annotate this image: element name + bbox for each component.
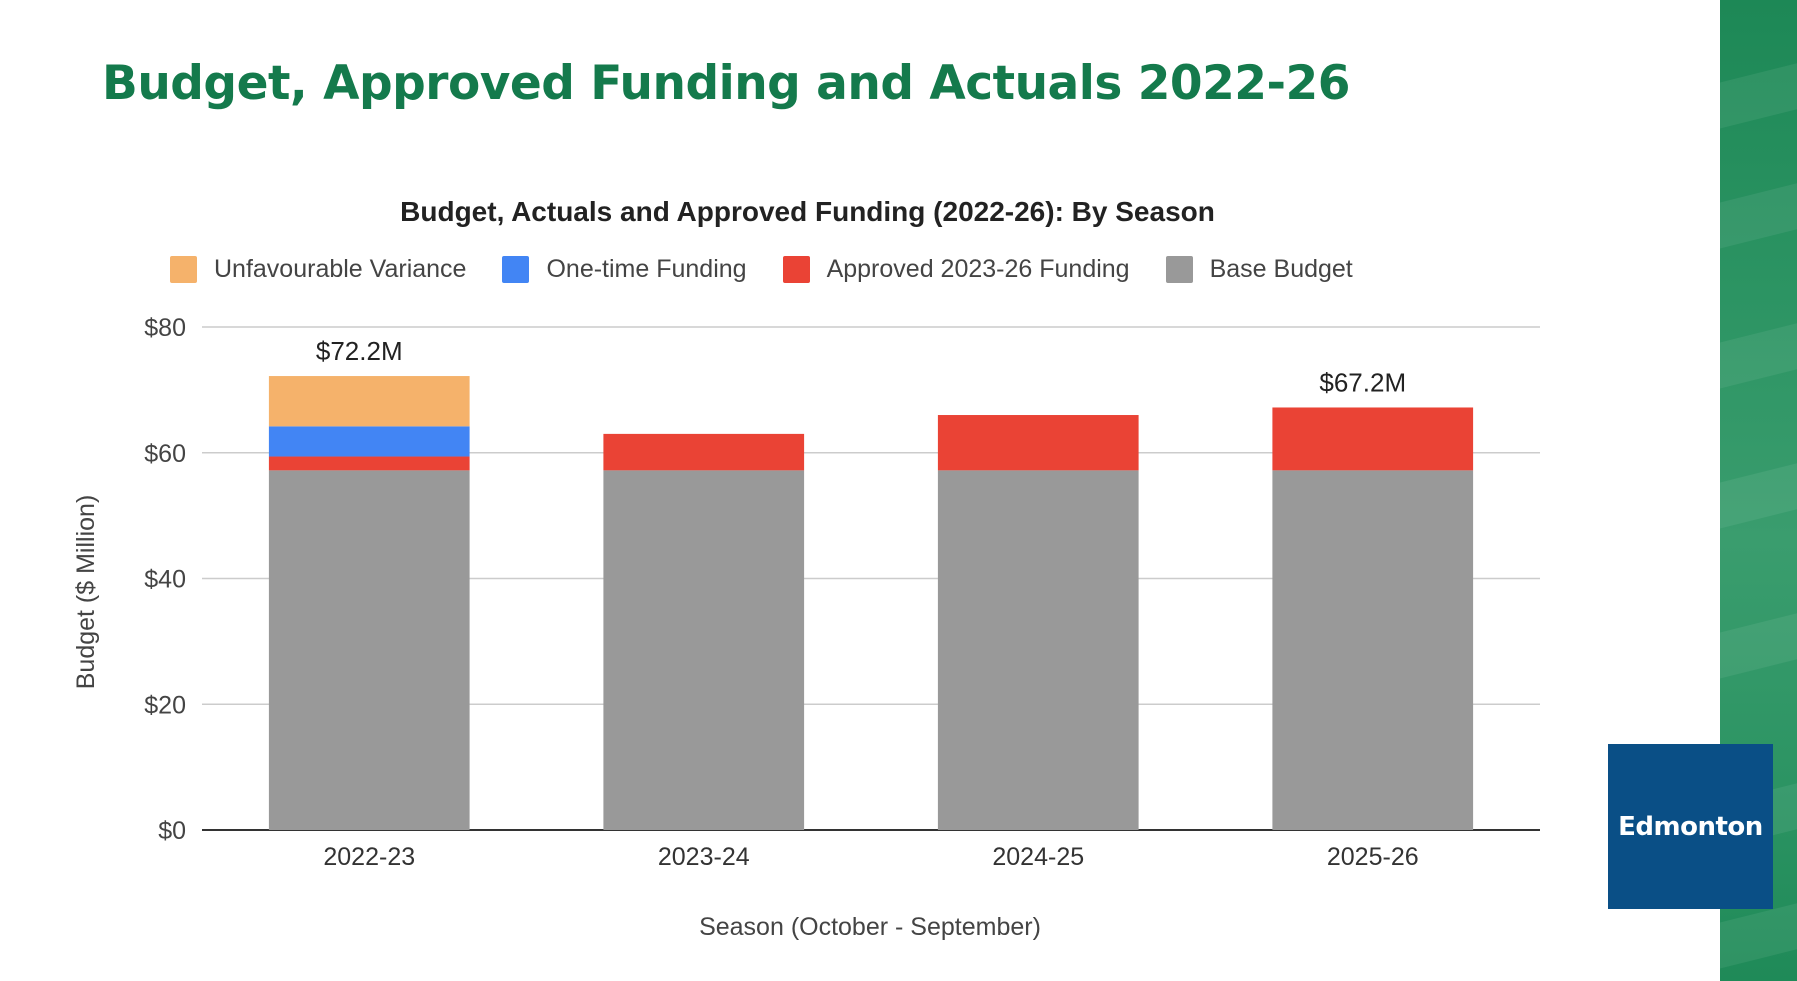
legend-item-one-time-funding: One-time Funding — [502, 255, 747, 284]
y-tick-label: $40 — [144, 566, 186, 594]
legend-swatch-base-budget — [1165, 256, 1193, 283]
x-tick-label: 2025-26 — [1327, 843, 1419, 871]
legend-swatch-approved-funding — [782, 256, 810, 283]
legend-label-unfavourable-variance: Unfavourable Variance — [214, 255, 467, 283]
y-axis-title: Budget ($ Million) — [72, 495, 100, 690]
bar-segment-base-budget — [268, 470, 470, 830]
y-tick-label: $20 — [144, 691, 186, 719]
bar-stack-2022-23 — [268, 376, 470, 830]
y-tick-label: $0 — [158, 817, 186, 845]
bar-segment-approved-2023-26-funding — [268, 456, 470, 471]
y-tick-label: $80 — [144, 314, 186, 342]
legend-item-unfavourable-variance: Unfavourable Variance — [170, 255, 466, 284]
page-title: Budget, Approved Funding and Actuals 202… — [102, 56, 1350, 111]
bar-segment-one-time-funding — [268, 426, 470, 457]
y-tick-label: $60 — [144, 440, 186, 468]
bar-segment-unfavourable-variance — [268, 376, 470, 427]
legend-item-approved-funding: Approved 2023-26 Funding — [782, 255, 1130, 284]
bar-stack-2025-26 — [1272, 407, 1474, 830]
bar-stack-2023-24 — [603, 433, 805, 830]
data-label-total: $72.2M — [316, 336, 403, 366]
bar-segment-base-budget — [937, 470, 1139, 830]
x-tick-label: 2024-25 — [992, 843, 1084, 871]
budget-chart: $0 $20 $40 $60 $80 2022-23 2023-24 2024-25 2025-… — [72, 314, 1540, 941]
chart-title: Budget, Actuals and Approved Funding (20… — [400, 196, 1215, 227]
bar-segment-approved-2023-26-funding — [1272, 407, 1474, 471]
logo-text: Edmonton — [1618, 811, 1763, 842]
x-tick-label: 2023-24 — [658, 843, 750, 871]
legend-label-one-time-funding: One-time Funding — [546, 255, 747, 283]
legend-item-base-budget: Base Budget — [1165, 255, 1353, 284]
bar-segment-approved-2023-26-funding — [937, 415, 1139, 471]
bar-segment-base-budget — [603, 470, 805, 830]
x-axis-title: Season (October - September) — [699, 913, 1041, 941]
bar-segment-approved-2023-26-funding — [603, 433, 805, 471]
bar-stacks — [268, 376, 1474, 830]
axis-labels: $0 $20 $40 $60 $80 2022-23 2023-24 2024-25 2025-… — [144, 314, 1418, 871]
edmonton-logo: Edmonton — [1608, 744, 1773, 909]
legend-swatch-unfavourable-variance — [170, 256, 197, 283]
x-tick-label: 2022-23 — [323, 843, 415, 871]
legend-label-base-budget: Base Budget — [1209, 255, 1353, 283]
legend-label-approved-funding: Approved 2023-26 Funding — [826, 255, 1130, 283]
legend-swatch-one-time-funding — [502, 256, 530, 283]
chart-legend: Unfavourable Variance One-time Funding A… — [170, 255, 1353, 284]
data-label-total: $67.2M — [1319, 367, 1406, 397]
bar-segment-base-budget — [1272, 470, 1474, 830]
bar-stack-2024-25 — [937, 415, 1139, 830]
